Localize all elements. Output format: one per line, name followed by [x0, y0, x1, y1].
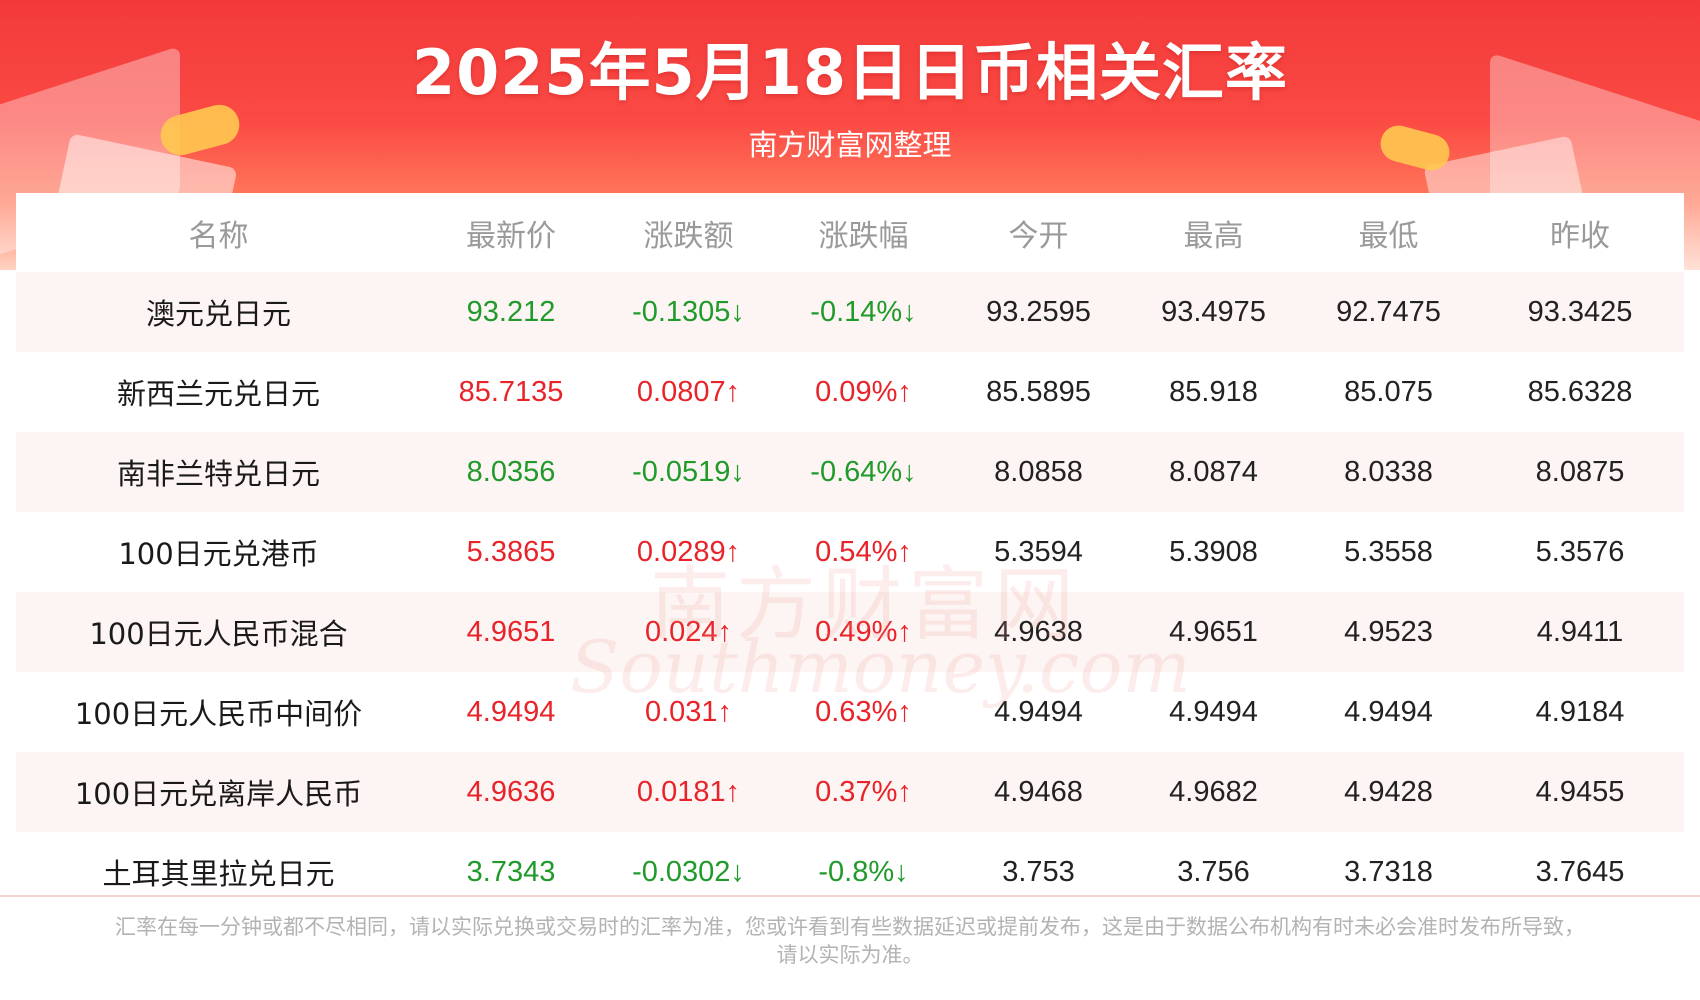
page-subtitle: 南方财富网整理: [748, 128, 952, 162]
column-header-open: 今开: [951, 193, 1126, 272]
cell-low: 8.0338: [1301, 432, 1476, 512]
column-header-high: 最高: [1126, 193, 1301, 272]
cell-open: 93.2595: [951, 272, 1126, 352]
cell-low: 4.9494: [1301, 672, 1476, 752]
cell-prev-close: 3.7645: [1476, 832, 1684, 912]
cell-change-pct: 0.54%↑: [776, 512, 951, 592]
cell-name: 100日元兑离岸人民币: [16, 752, 421, 832]
cell-open: 85.5895: [951, 352, 1126, 432]
cell-open: 4.9494: [951, 672, 1126, 752]
cell-change: 0.0289↑: [601, 512, 776, 592]
cell-name: 新西兰元兑日元: [16, 352, 421, 432]
cell-low: 4.9428: [1301, 752, 1476, 832]
rates-table: 名称 最新价 涨跌额 涨跌幅 今开 最高 最低 昨收 澳元兑日元 93.212 -0…: [16, 193, 1684, 912]
page-title: 2025年5月18日日币相关汇率: [412, 36, 1288, 109]
cell-change-pct: 0.63%↑: [776, 672, 951, 752]
cell-change: 0.0807↑: [601, 352, 776, 432]
table-row: 南非兰特兑日元 8.0356 -0.0519↓ -0.64%↓ 8.0858 8.0874…: [16, 432, 1684, 512]
cell-change-pct: 0.09%↑: [776, 352, 951, 432]
cell-low: 85.075: [1301, 352, 1476, 432]
cell-prev-close: 5.3576: [1476, 512, 1684, 592]
column-header-change-pct: 涨跌幅: [776, 193, 951, 272]
cell-change: 0.0181↑: [601, 752, 776, 832]
footer-line-2: 请以实际为准。: [776, 943, 924, 967]
cell-change: -0.1305↓: [601, 272, 776, 352]
cell-prev-close: 4.9184: [1476, 672, 1684, 752]
cell-high: 5.3908: [1126, 512, 1301, 592]
cell-high: 4.9651: [1126, 592, 1301, 672]
footer-disclaimer: 汇率在每一分钟或都不尽相同，请以实际兑换或交易时的汇率为准，您或许看到有些数据延…: [70, 913, 1630, 969]
cell-low: 5.3558: [1301, 512, 1476, 592]
cell-latest: 8.0356: [421, 432, 601, 512]
cell-open: 5.3594: [951, 512, 1126, 592]
table-row: 澳元兑日元 93.212 -0.1305↓ -0.14%↓ 93.2595 93.4975…: [16, 272, 1684, 352]
cell-open: 3.753: [951, 832, 1126, 912]
cell-name: 100日元人民币混合: [16, 592, 421, 672]
cell-change-pct: -0.8%↓: [776, 832, 951, 912]
cell-change-pct: 0.49%↑: [776, 592, 951, 672]
cell-low: 92.7475: [1301, 272, 1476, 352]
cell-open: 4.9638: [951, 592, 1126, 672]
cell-high: 85.918: [1126, 352, 1301, 432]
cell-high: 93.4975: [1126, 272, 1301, 352]
column-header-latest: 最新价: [421, 193, 601, 272]
cell-prev-close: 8.0875: [1476, 432, 1684, 512]
cell-prev-close: 93.3425: [1476, 272, 1684, 352]
table-row: 100日元人民币中间价 4.9494 0.031↑ 0.63%↑ 4.9494 4.949…: [16, 672, 1684, 752]
cell-name: 澳元兑日元: [16, 272, 421, 352]
cell-change-pct: -0.64%↓: [776, 432, 951, 512]
cell-low: 4.9523: [1301, 592, 1476, 672]
cell-latest: 4.9651: [421, 592, 601, 672]
cell-change-pct: 0.37%↑: [776, 752, 951, 832]
cell-high: 8.0874: [1126, 432, 1301, 512]
table-header-row: 名称 最新价 涨跌额 涨跌幅 今开 最高 最低 昨收: [16, 193, 1684, 272]
table-row: 100日元兑港币 5.3865 0.0289↑ 0.54%↑ 5.3594 5.3908 5…: [16, 512, 1684, 592]
column-header-change: 涨跌额: [601, 193, 776, 272]
cell-latest: 3.7343: [421, 832, 601, 912]
cell-latest: 4.9494: [421, 672, 601, 752]
table-row: 土耳其里拉兑日元 3.7343 -0.0302↓ -0.8%↓ 3.753 3.756 3.…: [16, 832, 1684, 912]
cell-name: 100日元人民币中间价: [16, 672, 421, 752]
cell-low: 3.7318: [1301, 832, 1476, 912]
cell-change: 0.024↑: [601, 592, 776, 672]
cell-latest: 93.212: [421, 272, 601, 352]
cell-open: 4.9468: [951, 752, 1126, 832]
cell-change-pct: -0.14%↓: [776, 272, 951, 352]
cell-prev-close: 4.9411: [1476, 592, 1684, 672]
table-row: 新西兰元兑日元 85.7135 0.0807↑ 0.09%↑ 85.5895 85.918…: [16, 352, 1684, 432]
footer-line-1: 汇率在每一分钟或都不尽相同，请以实际兑换或交易时的汇率为准，您或许看到有些数据延…: [115, 915, 1585, 939]
cell-high: 4.9494: [1126, 672, 1301, 752]
column-header-low: 最低: [1301, 193, 1476, 272]
cell-open: 8.0858: [951, 432, 1126, 512]
table-row: 100日元兑离岸人民币 4.9636 0.0181↑ 0.37%↑ 4.9468 4.96…: [16, 752, 1684, 832]
cell-change: -0.0519↓: [601, 432, 776, 512]
cell-name: 100日元兑港币: [16, 512, 421, 592]
cell-high: 3.756: [1126, 832, 1301, 912]
cell-name: 土耳其里拉兑日元: [16, 832, 421, 912]
cell-change: 0.031↑: [601, 672, 776, 752]
cell-prev-close: 4.9455: [1476, 752, 1684, 832]
cell-change: -0.0302↓: [601, 832, 776, 912]
cell-name: 南非兰特兑日元: [16, 432, 421, 512]
footer-divider: [0, 895, 1700, 897]
table-row: 100日元人民币混合 4.9651 0.024↑ 0.49%↑ 4.9638 4.9651…: [16, 592, 1684, 672]
cell-prev-close: 85.6328: [1476, 352, 1684, 432]
column-header-name: 名称: [16, 193, 421, 272]
cell-high: 4.9682: [1126, 752, 1301, 832]
cell-latest: 85.7135: [421, 352, 601, 432]
column-header-prev-close: 昨收: [1476, 193, 1684, 272]
cell-latest: 4.9636: [421, 752, 601, 832]
cell-latest: 5.3865: [421, 512, 601, 592]
